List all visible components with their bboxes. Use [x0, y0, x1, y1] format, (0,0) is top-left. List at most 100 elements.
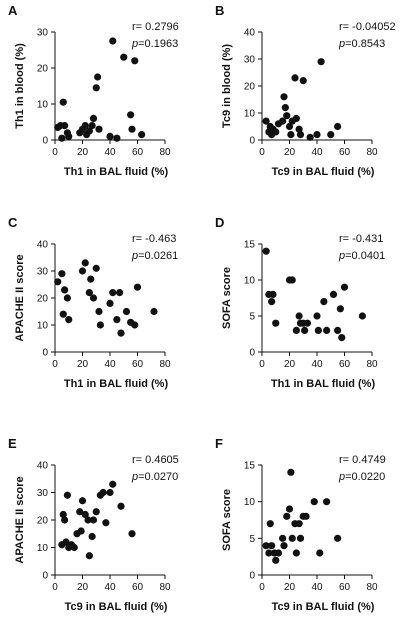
x-axis-title: Tc9 in BAL fluid (%)	[272, 601, 375, 613]
x-tick-label: 60	[132, 147, 144, 158]
x-tick-label: 40	[311, 147, 323, 158]
y-tick-label: 40	[37, 240, 49, 251]
y-tick-label: 0	[249, 571, 255, 582]
data-point	[296, 534, 305, 542]
data-point	[84, 516, 92, 524]
data-point	[299, 77, 307, 85]
x-tick-label: 20	[284, 147, 296, 158]
data-point	[92, 84, 100, 92]
y-tick-label: 30	[244, 55, 256, 66]
data-point	[131, 57, 139, 65]
data-point	[116, 289, 124, 297]
data-point	[280, 93, 288, 101]
x-tick-label: 80	[159, 359, 171, 370]
data-point	[283, 112, 291, 120]
data-point	[77, 527, 85, 535]
data-point	[291, 74, 299, 82]
data-point	[106, 299, 114, 307]
p-value-label: p=0.0220	[338, 471, 385, 483]
x-tick-label: 60	[132, 582, 144, 593]
x-tick-label: 40	[104, 147, 116, 158]
data-point	[65, 132, 73, 140]
data-point	[54, 278, 62, 286]
x-tick-label: 20	[284, 359, 296, 370]
data-point	[61, 122, 69, 130]
data-point	[323, 498, 331, 506]
x-tick-label: 60	[339, 359, 351, 370]
data-point	[131, 321, 139, 329]
data-point	[81, 259, 89, 267]
data-point	[285, 505, 294, 513]
x-tick-label: 80	[366, 359, 378, 370]
data-point	[295, 520, 303, 528]
r-value-label: r= 0.4605	[132, 454, 179, 466]
data-point	[113, 316, 121, 324]
data-point	[306, 133, 314, 141]
y-axis-title: SOFA score	[221, 267, 233, 329]
scatter-panel-c: C 0 20 40 60 80 0 10 20 30 40 Th1 in BAL fluid (%) A…	[8, 215, 178, 390]
data-point	[288, 534, 296, 542]
data-point	[272, 319, 280, 327]
data-point	[334, 326, 342, 334]
data-point	[269, 290, 277, 298]
data-point	[109, 480, 117, 488]
data-point	[120, 53, 128, 61]
y-tick-label: 0	[249, 136, 255, 147]
panel-letter: B	[215, 3, 224, 18]
y-axis-title: SOFA score	[221, 489, 233, 551]
data-point	[122, 307, 131, 316]
data-point	[88, 532, 96, 541]
x-tick-label: 60	[339, 582, 351, 593]
data-point	[89, 114, 98, 122]
data-point	[62, 538, 70, 546]
x-tick-label: 80	[159, 582, 171, 593]
data-point	[59, 98, 67, 106]
data-point	[117, 502, 125, 510]
y-tick-label: 20	[37, 64, 49, 75]
p-value-label: p=0.8543	[338, 38, 385, 50]
data-point	[262, 247, 270, 255]
data-point	[292, 549, 300, 557]
data-point	[285, 122, 294, 131]
data-point	[338, 334, 346, 342]
data-point	[87, 275, 95, 283]
data-point	[292, 114, 300, 122]
data-point	[133, 283, 142, 291]
p-value-label: p=0.0270	[131, 471, 178, 483]
data-point	[128, 125, 136, 133]
y-tick-label: 10	[37, 321, 49, 332]
data-point	[281, 104, 289, 112]
data-point	[287, 468, 295, 476]
y-axis-title: APACHE II score	[14, 476, 26, 563]
x-tick-label: 20	[77, 359, 89, 370]
y-tick-label: 0	[42, 136, 48, 147]
data-point	[96, 321, 104, 329]
data-point	[150, 307, 158, 316]
x-tick-label: 60	[132, 359, 144, 370]
data-point	[320, 298, 328, 306]
data-point	[89, 516, 98, 524]
y-tick-label: 15	[244, 461, 256, 472]
r-value-label: r= 0.4749	[339, 454, 386, 466]
data-point	[76, 508, 84, 516]
data-point	[266, 520, 274, 528]
x-axis-title: Th1 in BAL fluid (%)	[64, 378, 169, 390]
data-point	[292, 326, 300, 334]
data-point	[310, 498, 318, 506]
data-point	[316, 549, 324, 557]
data-point	[313, 312, 321, 320]
data-point	[301, 326, 309, 334]
y-axis-title: Tc9 in blood (%)	[221, 44, 233, 128]
data-point	[334, 122, 342, 131]
panel-letter: E	[8, 436, 17, 451]
x-tick-label: 0	[52, 147, 58, 158]
x-tick-label: 60	[339, 147, 351, 158]
data-point	[336, 305, 344, 313]
y-tick-label: 0	[42, 348, 48, 359]
p-value-label: p=0.0401	[338, 250, 385, 262]
panel-letter: C	[8, 215, 18, 230]
data-point	[81, 510, 89, 519]
data-point	[265, 549, 273, 557]
y-tick-label: 40	[37, 461, 49, 472]
